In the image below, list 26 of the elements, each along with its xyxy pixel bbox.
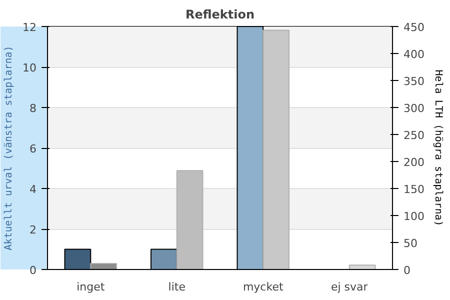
y2-tick-label: 250 [404, 129, 424, 142]
bar [176, 170, 204, 270]
y-tick-label: 6 [30, 142, 36, 156]
x-tick-label: inget [76, 280, 106, 294]
y-tick-label: 8 [30, 102, 36, 115]
x-tick-label: lite [168, 280, 186, 294]
y2-tick-label: 450 [404, 21, 424, 34]
y-tick-label: 0 [30, 264, 36, 277]
x-tick-label: mycket [242, 280, 284, 294]
bar [348, 264, 376, 270]
y2-tick-label: 150 [404, 183, 424, 196]
y-axis-title: Aktuellt urval (vänstra staplarna) [4, 46, 15, 250]
chart-title: Reflektion [185, 8, 255, 22]
y2-tick-label: 400 [404, 48, 424, 61]
y-tick-label: 2 [30, 224, 36, 236]
y-tick-label: 10 [22, 62, 37, 74]
y2-tick-label: 200 [404, 156, 424, 169]
y2-tick-label: 100 [404, 210, 424, 223]
x-tick-label: ej svar [330, 280, 368, 294]
y2-tick-label: 50 [404, 237, 418, 250]
y2-tick-label: 350 [404, 75, 424, 88]
y-tick-label: 4 [30, 183, 36, 196]
y-tick-label: 12 [22, 21, 37, 34]
y2-axis-title: Hela LTH (högra staplarna) [432, 70, 444, 226]
y2-tick-label: 300 [404, 102, 424, 115]
y2-tick-label: 0 [404, 264, 410, 277]
